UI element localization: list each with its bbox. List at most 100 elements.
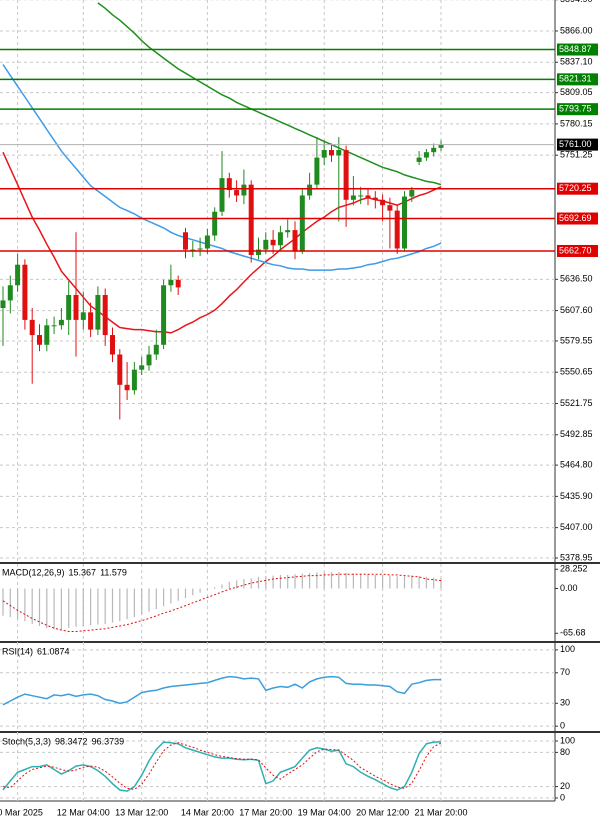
- candle-body: [124, 384, 130, 391]
- indicator-readout: 11.579: [100, 567, 127, 577]
- price-level-label: 5761.00: [559, 139, 592, 149]
- y-tick-label: 30: [560, 698, 570, 708]
- candle-body: [394, 210, 400, 249]
- candle-body: [285, 230, 291, 233]
- indicator-line: [2, 741, 442, 792]
- price-level-label: 5821.31: [559, 74, 592, 84]
- y-tick-label: 5837.10: [560, 57, 593, 67]
- x-tick-label: 17 Mar 20:00: [239, 807, 292, 817]
- y-tick-label: 5636.50: [560, 274, 593, 284]
- candle-body: [197, 248, 203, 250]
- price-level-box: [557, 138, 598, 151]
- indicator-title: RSI(14): [2, 646, 33, 656]
- candle-body: [263, 239, 269, 250]
- panel-plot: [0, 2, 444, 420]
- panel-separator: [0, 562, 600, 564]
- candle-body: [314, 157, 320, 185]
- indicator-readout: 15.367: [69, 567, 97, 577]
- candle-body: [175, 279, 181, 288]
- candle-body: [431, 147, 437, 153]
- x-tick-label: 20 Mar 12:00: [356, 807, 409, 817]
- candle-body: [58, 319, 64, 326]
- y-tick-label: 5780.15: [560, 118, 593, 128]
- price-level-label: 5692.69: [559, 213, 592, 223]
- candle-body: [321, 150, 327, 158]
- indicator-readout: 98.3472: [55, 736, 88, 746]
- x-tick-label: 21 Mar 20:00: [414, 807, 467, 817]
- candle-body: [350, 195, 356, 200]
- y-tick-label: 5378.95: [560, 552, 593, 562]
- price-level-box: [557, 212, 598, 225]
- candle-body: [131, 369, 137, 391]
- y-tick-label: 5579.55: [560, 335, 593, 345]
- candle-body: [117, 354, 123, 385]
- candle-body: [44, 325, 50, 345]
- candle-body: [248, 184, 254, 255]
- candle-body: [146, 354, 152, 366]
- candle-body: [95, 295, 101, 330]
- candle-body: [29, 319, 35, 336]
- y-tick-label: 5866.00: [560, 25, 593, 35]
- candle-body: [190, 249, 196, 251]
- candle-body: [299, 195, 305, 252]
- y-tick-label: 5464.80: [560, 459, 593, 469]
- candle-body: [307, 184, 313, 196]
- candle-body: [380, 199, 386, 206]
- x-tick-label: 13 Mar 12:00: [115, 807, 168, 817]
- candle-body: [402, 196, 407, 249]
- candle-body: [153, 344, 159, 355]
- y-tick-label: 0: [560, 721, 565, 731]
- indicator-readout: 96.3739: [92, 736, 125, 746]
- candle-body: [409, 190, 415, 197]
- candle-body: [387, 205, 393, 211]
- candle-body: [329, 150, 334, 156]
- candle-body: [66, 295, 72, 320]
- candle-body: [22, 264, 28, 320]
- panel-separator: [0, 731, 600, 733]
- panel-plot: [2, 741, 442, 792]
- candle-body: [365, 195, 371, 198]
- panel-separator: [0, 641, 600, 643]
- y-tick-label: 5550.65: [560, 367, 593, 377]
- y-tick-label: 5492.85: [560, 429, 593, 439]
- candle-body: [292, 230, 298, 252]
- y-tick-label: 5809.05: [560, 87, 593, 97]
- candle-body: [7, 285, 13, 301]
- candle-body: [139, 365, 145, 370]
- y-tick-label: 5407.00: [560, 522, 593, 532]
- candle-body: [343, 150, 349, 200]
- price-level-box: [557, 73, 598, 86]
- y-tick-label: 20: [560, 781, 570, 791]
- panel-plot: [2, 572, 442, 632]
- y-tick-label: 5894.90: [560, 0, 593, 4]
- price-level-box: [557, 43, 598, 56]
- candle-body: [183, 232, 188, 250]
- candle-body: [226, 178, 232, 191]
- candle-body: [270, 239, 276, 246]
- candle-body: [438, 144, 444, 148]
- candle-body: [234, 190, 240, 196]
- y-tick-label: 100: [560, 644, 575, 654]
- y-tick-label: -65.68: [560, 628, 586, 638]
- y-tick-label: 0.00: [560, 583, 578, 593]
- candle-body: [219, 178, 225, 212]
- y-tick-label: 70: [560, 667, 570, 677]
- candle-body: [204, 235, 210, 249]
- y-tick-label: 5435.90: [560, 491, 593, 501]
- price-level-label: 5720.25: [559, 183, 592, 193]
- candle-body: [256, 249, 261, 255]
- x-tick-label: 14 Mar 20:00: [181, 807, 234, 817]
- candle-body: [161, 285, 167, 345]
- y-tick-label: 5521.75: [560, 398, 593, 408]
- indicator-readout: 61.0874: [37, 646, 70, 656]
- y-tick-label: 0: [560, 792, 565, 802]
- moving-average-line: [2, 64, 442, 271]
- candle-body: [73, 295, 79, 320]
- price-level-label: 5848.87: [559, 44, 592, 54]
- candle-body: [15, 264, 21, 286]
- candle-body: [358, 195, 364, 197]
- price-level-box: [557, 182, 598, 195]
- indicator-title: MACD(12,26,9): [2, 567, 65, 577]
- candle-body: [168, 279, 174, 286]
- candle-body: [51, 325, 57, 327]
